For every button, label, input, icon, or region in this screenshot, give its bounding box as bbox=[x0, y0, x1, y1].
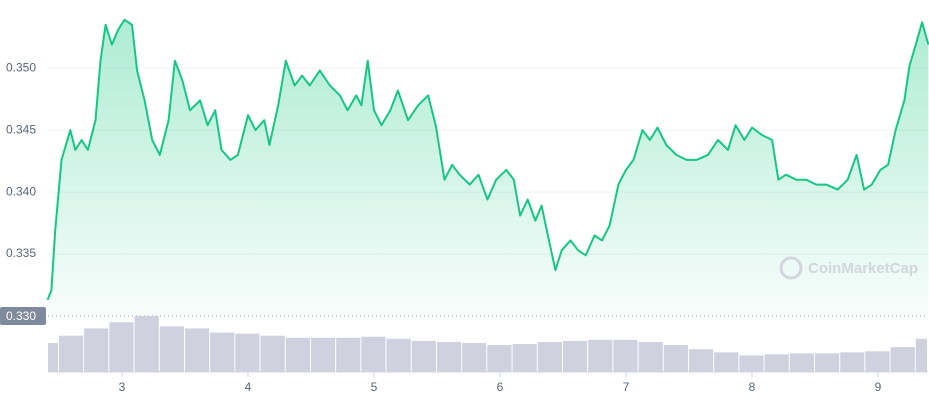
volume-bar bbox=[512, 344, 537, 372]
volume-bar bbox=[159, 326, 184, 372]
price-area bbox=[47, 19, 929, 317]
x-tick-label: 4 bbox=[245, 380, 252, 394]
volume-bar bbox=[436, 341, 462, 372]
volume-bar bbox=[638, 341, 663, 372]
watermark: CoinMarketCap bbox=[779, 256, 918, 280]
price-line bbox=[46, 18, 929, 301]
volume-bar bbox=[840, 352, 865, 372]
volume-bar bbox=[789, 353, 814, 372]
y-tick-label: 0.340 bbox=[6, 184, 36, 198]
volume-bar bbox=[865, 351, 890, 372]
volume-bar bbox=[361, 336, 386, 372]
volume-bar bbox=[915, 338, 927, 372]
volume-bar bbox=[310, 337, 336, 372]
volume-bar bbox=[184, 328, 210, 372]
volume-bar bbox=[336, 337, 361, 372]
volume-bar bbox=[487, 345, 512, 372]
volume-bar bbox=[285, 337, 310, 372]
volume-bar bbox=[890, 347, 915, 372]
volume-bar bbox=[739, 355, 764, 372]
volume-bar bbox=[48, 342, 58, 372]
x-tick-label: 7 bbox=[623, 380, 630, 394]
y-tick-badge bbox=[0, 307, 46, 325]
volume-bar bbox=[109, 322, 134, 372]
y-tick-label: 0.330 bbox=[6, 309, 36, 323]
volume-bar bbox=[58, 335, 84, 372]
volume-bar bbox=[235, 333, 260, 372]
volume-bar bbox=[613, 339, 638, 372]
watermark-text: CoinMarketCap bbox=[808, 260, 918, 277]
volume-bar bbox=[588, 339, 613, 372]
volume-bar bbox=[814, 353, 840, 372]
volume-bar bbox=[134, 316, 159, 372]
x-tick-label: 5 bbox=[371, 380, 378, 394]
watermark-logo bbox=[779, 256, 803, 280]
x-tick-label: 8 bbox=[749, 380, 756, 394]
volume-bar bbox=[84, 328, 109, 372]
volume-bar bbox=[537, 341, 562, 372]
volume-bar bbox=[714, 352, 739, 372]
x-tick-label: 6 bbox=[497, 380, 504, 394]
volume-bar bbox=[764, 354, 789, 372]
volume-bar bbox=[411, 340, 436, 372]
volume-bar bbox=[386, 338, 411, 372]
x-tick-label: 9 bbox=[875, 380, 882, 394]
x-tick-label: 3 bbox=[119, 380, 126, 394]
volume-bar bbox=[562, 340, 588, 372]
y-tick-label: 0.350 bbox=[6, 60, 36, 74]
y-tick-label: 0.335 bbox=[6, 246, 36, 260]
y-tick-label: 0.345 bbox=[6, 122, 36, 136]
volume-bar bbox=[462, 342, 487, 372]
volume-bar bbox=[260, 335, 285, 372]
volume-bar bbox=[663, 345, 688, 372]
volume-bar bbox=[210, 332, 235, 372]
volume-bar bbox=[688, 349, 714, 372]
